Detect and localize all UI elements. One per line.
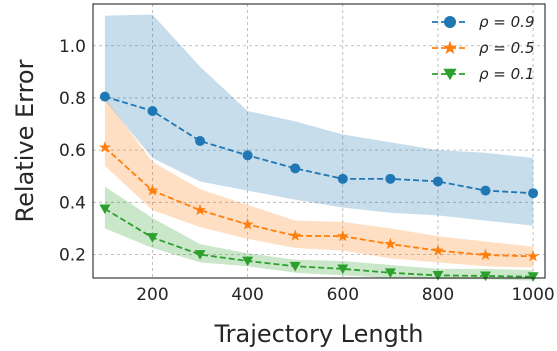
data-point <box>241 218 254 230</box>
confidence-band <box>104 186 534 281</box>
y-tick-label: 1.0 <box>59 37 86 57</box>
series-line <box>104 95 534 195</box>
data-point <box>384 237 397 250</box>
data-point <box>527 272 539 282</box>
data-point <box>527 250 540 262</box>
data-point <box>384 268 396 279</box>
data-point <box>146 233 158 243</box>
series-line <box>104 208 534 278</box>
data-point <box>99 91 110 102</box>
plot-area <box>93 4 545 278</box>
data-point <box>432 176 443 187</box>
x-tick-labels: 200 400 600 800 1000 <box>136 285 554 305</box>
data-point <box>385 173 396 184</box>
data-point <box>242 256 254 267</box>
data-point <box>432 270 444 281</box>
data-point <box>242 150 253 161</box>
data-point <box>479 248 492 261</box>
legend-marker <box>444 16 456 28</box>
x-tick-label: 800 <box>422 285 454 305</box>
data-point <box>99 204 111 215</box>
x-tick-label: 400 <box>231 285 263 305</box>
x-tick-label: 200 <box>136 285 168 305</box>
y-tick-label: 0.4 <box>59 193 86 213</box>
legend-label: ρ = 0.9 <box>479 13 534 31</box>
series-markers <box>98 91 540 282</box>
legend-marker <box>442 40 458 55</box>
data-point <box>289 229 302 241</box>
x-axis-title: Trajectory Length <box>214 320 424 348</box>
plot-frame <box>92 3 546 279</box>
data-point <box>289 261 301 272</box>
data-point <box>98 141 111 153</box>
data-point <box>480 185 491 196</box>
y-tick-label: 0.8 <box>59 89 86 109</box>
confidence-bands <box>104 14 534 281</box>
data-point <box>290 163 301 174</box>
data-point <box>336 230 349 242</box>
legend-label: ρ = 0.1 <box>479 65 534 83</box>
legend: ρ = 0.9 ρ = 0.5 ρ = 0.1 <box>432 13 534 83</box>
legend-label: ρ = 0.5 <box>479 39 534 57</box>
y-tick-labels: 0.2 0.4 0.6 0.8 1.0 <box>59 37 86 266</box>
y-tick-label: 0.2 <box>59 246 86 266</box>
y-tick-label: 0.6 <box>59 141 86 161</box>
y-axis-title: Relative Error <box>11 59 39 222</box>
data-point <box>194 203 206 216</box>
legend-marker <box>443 68 457 81</box>
data-point <box>480 271 492 282</box>
data-point <box>147 105 158 116</box>
x-tick-label: 600 <box>327 285 359 305</box>
series-line <box>104 146 534 258</box>
confidence-band <box>104 14 534 226</box>
data-point <box>337 173 348 184</box>
data-point <box>528 188 539 199</box>
x-tick-label: 1000 <box>511 285 554 305</box>
data-point <box>337 264 349 275</box>
data-point <box>432 244 444 256</box>
data-point <box>194 250 206 260</box>
data-point <box>195 136 206 146</box>
series-lines <box>104 95 534 278</box>
confidence-band <box>104 97 534 268</box>
data-point <box>146 184 159 196</box>
